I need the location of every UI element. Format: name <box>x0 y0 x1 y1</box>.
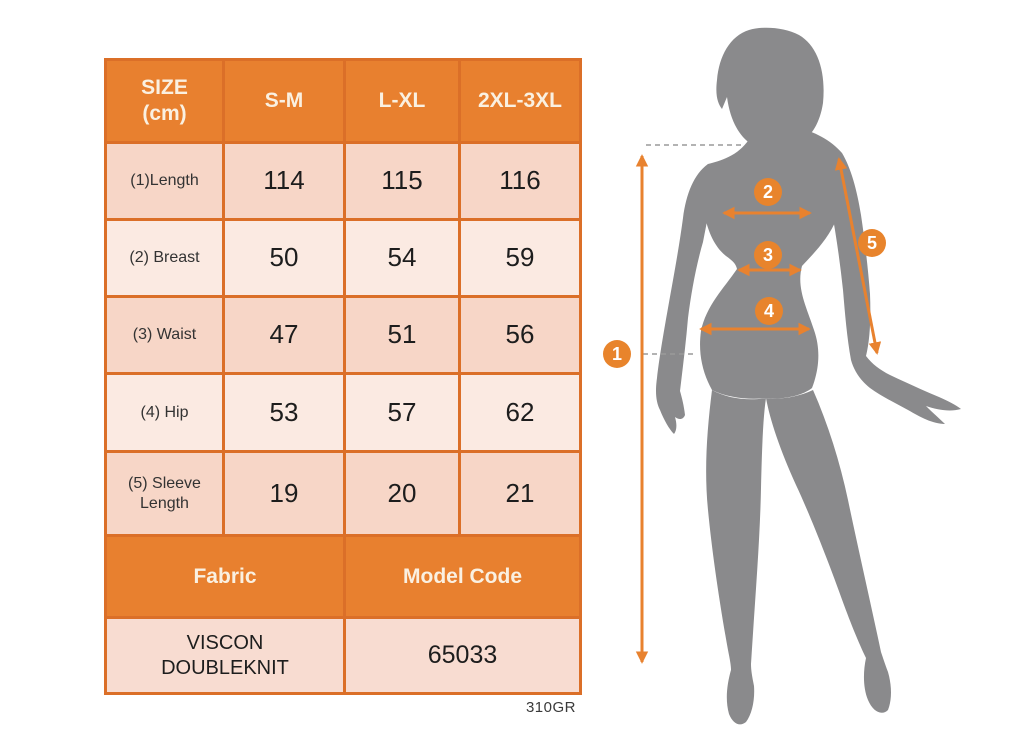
length-value-2xl-3xl: 116 <box>461 144 579 218</box>
hip-value-s-m: 53 <box>225 375 343 450</box>
row-label-hip: (4) Hip <box>107 375 222 450</box>
sleeve-value-l-xl: 20 <box>346 453 458 534</box>
fabric-header-cell: Fabric <box>107 537 343 616</box>
hip-value-l-xl: 57 <box>346 375 458 450</box>
breast-value-2xl-3xl: 59 <box>461 221 579 295</box>
fabric-value-cell: VISCON DOUBLEKNIT <box>107 619 343 692</box>
model-code-value-cell: 65033 <box>346 619 579 692</box>
sleeve-arrow <box>834 157 882 355</box>
row-label-sleeve-length: (5) Sleeve Length <box>107 453 222 534</box>
measurement-figure: 1 2 3 4 5 <box>600 0 1024 750</box>
column-header-s-m: S-M <box>225 61 343 141</box>
figure-right-arm <box>831 153 961 424</box>
breast-value-s-m: 50 <box>225 221 343 295</box>
length-value-s-m: 114 <box>225 144 343 218</box>
figure-head-hair <box>716 27 824 150</box>
sleeve-value-s-m: 19 <box>225 453 343 534</box>
figure-right-leg <box>766 390 891 713</box>
corner-header-cell: SIZE (cm) <box>107 61 222 141</box>
sleeve-value-2xl-3xl: 21 <box>461 453 579 534</box>
measurement-badge-5: 5 <box>858 229 886 257</box>
row-label-breast: (2) Breast <box>107 221 222 295</box>
weight-note: 310GR <box>525 699 576 716</box>
column-header-2xl-3xl: 2XL-3XL <box>461 61 579 141</box>
breast-value-l-xl: 54 <box>346 221 458 295</box>
woman-silhouette-diagram <box>635 27 961 725</box>
figure-left-arm <box>656 164 711 434</box>
figure-left-leg <box>706 390 766 725</box>
measurement-badge-1: 1 <box>603 340 631 368</box>
measurement-badge-3: 3 <box>754 241 782 269</box>
waist-value-s-m: 47 <box>225 298 343 372</box>
waist-value-2xl-3xl: 56 <box>461 298 579 372</box>
waist-value-l-xl: 51 <box>346 298 458 372</box>
row-label-waist: (3) Waist <box>107 298 222 372</box>
model-code-header-cell: Model Code <box>346 537 579 616</box>
size-chart-table: SIZE (cm) S-M L-XL 2XL-3XL (1)Length 114… <box>104 58 582 695</box>
row-label-length: (1)Length <box>107 144 222 218</box>
measurement-badge-4: 4 <box>755 297 783 325</box>
length-value-l-xl: 115 <box>346 144 458 218</box>
hip-value-2xl-3xl: 62 <box>461 375 579 450</box>
column-header-l-xl: L-XL <box>346 61 458 141</box>
measurement-badge-2: 2 <box>754 178 782 206</box>
